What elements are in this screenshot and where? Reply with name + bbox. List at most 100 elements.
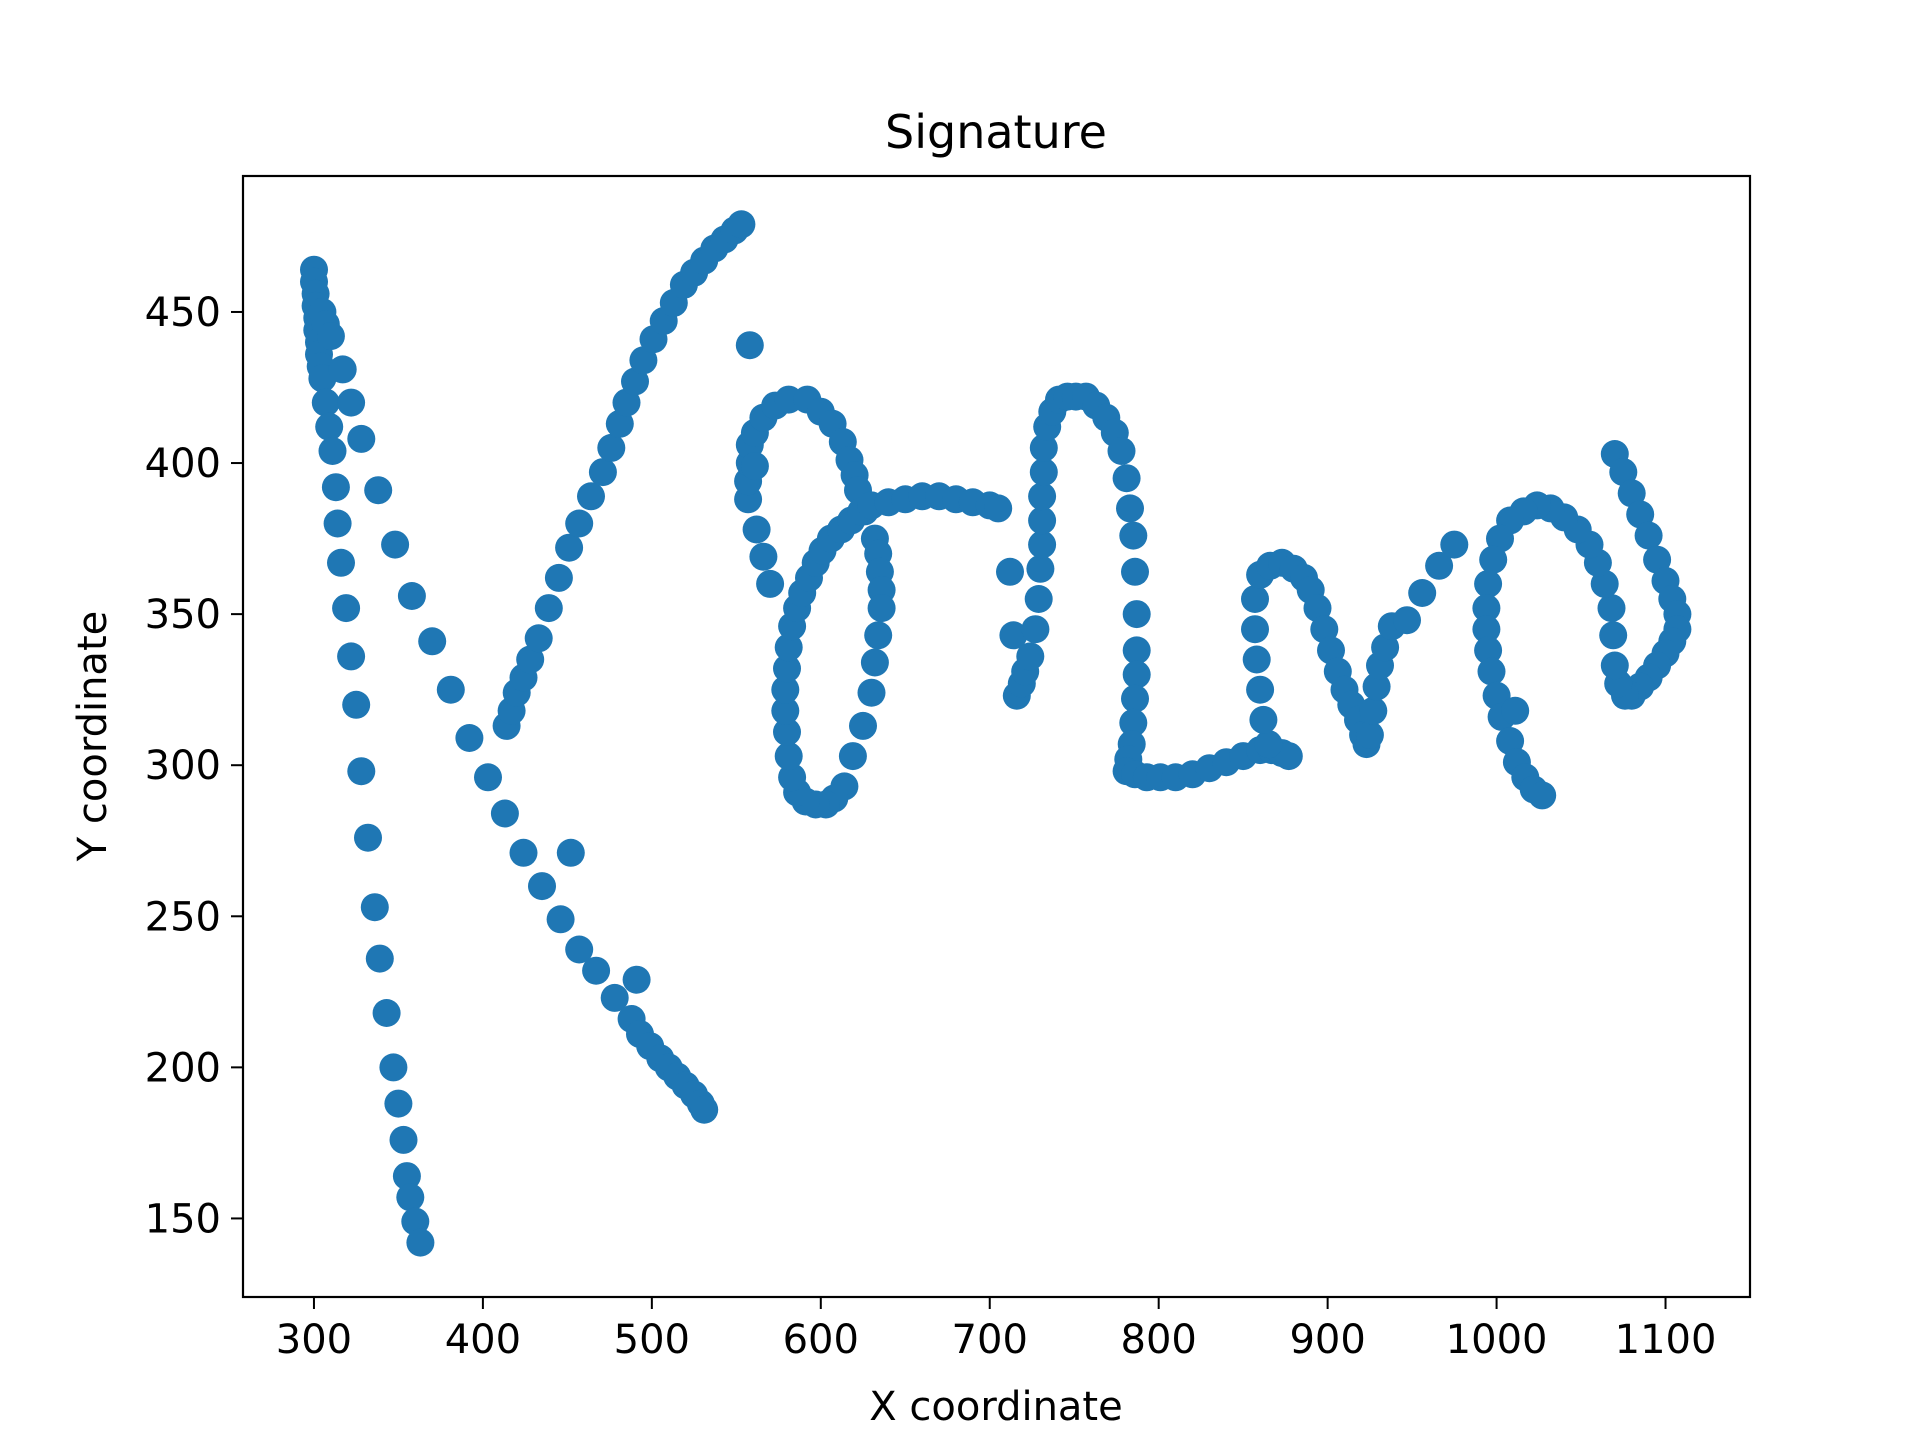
data-point xyxy=(1254,730,1283,759)
data-point xyxy=(337,642,366,671)
y-tick-label: 250 xyxy=(145,894,221,940)
data-point xyxy=(1122,660,1151,689)
data-point xyxy=(555,533,584,562)
data-point xyxy=(365,944,394,973)
data-point xyxy=(318,437,347,465)
y-tick-label: 300 xyxy=(145,743,221,789)
x-axis-ticks: 300 400 500 600 700 800 900 1000 1100 xyxy=(276,1297,1716,1363)
y-tick-label: 200 xyxy=(145,1045,221,1091)
data-point xyxy=(372,999,401,1027)
data-point xyxy=(1121,557,1149,586)
data-point xyxy=(1617,479,1646,508)
data-point xyxy=(774,742,803,771)
x-tick-label: 300 xyxy=(276,1317,352,1363)
data-point xyxy=(1474,636,1503,665)
data-point xyxy=(509,838,538,867)
data-point xyxy=(347,424,376,453)
data-point xyxy=(1600,651,1629,680)
data-point xyxy=(999,621,1028,650)
data-point xyxy=(1119,521,1148,550)
data-point xyxy=(364,476,393,505)
data-point xyxy=(740,452,769,481)
data-point xyxy=(565,509,594,538)
data-point xyxy=(1317,636,1345,665)
data-point xyxy=(360,893,389,922)
data-point xyxy=(528,872,556,901)
data-point xyxy=(1472,615,1501,644)
x-tick-label: 900 xyxy=(1289,1317,1365,1363)
data-point xyxy=(332,594,361,623)
data-point xyxy=(1362,672,1391,701)
x-tick-label: 700 xyxy=(952,1317,1028,1363)
data-point xyxy=(1496,727,1525,755)
data-point xyxy=(490,799,519,828)
data-point xyxy=(321,473,350,502)
data-point xyxy=(1122,636,1151,665)
data-point xyxy=(864,621,893,650)
data-point xyxy=(996,557,1024,586)
data-point xyxy=(337,388,366,417)
data-point xyxy=(455,724,484,752)
data-point xyxy=(867,594,896,623)
data-point xyxy=(1028,482,1057,511)
data-point xyxy=(1029,458,1058,487)
data-point xyxy=(1121,684,1149,713)
data-point xyxy=(600,983,629,1012)
data-point xyxy=(1249,705,1278,734)
data-point xyxy=(857,678,886,707)
data-point xyxy=(1359,696,1388,725)
data-point xyxy=(556,838,585,867)
data-point xyxy=(742,515,771,544)
data-point xyxy=(597,433,626,462)
data-point xyxy=(544,563,573,592)
data-point xyxy=(773,654,801,683)
data-point xyxy=(629,346,658,375)
data-point xyxy=(1241,615,1269,644)
data-point xyxy=(1246,675,1275,704)
data-point xyxy=(1408,579,1437,607)
data-point xyxy=(418,627,447,656)
data-point xyxy=(1310,615,1339,644)
y-tick-label: 400 xyxy=(145,441,221,487)
data-point xyxy=(690,1095,719,1124)
x-tick-label: 400 xyxy=(445,1317,521,1363)
data-point xyxy=(749,542,778,571)
data-point xyxy=(1024,585,1053,613)
data-point xyxy=(565,935,594,964)
chart-title: Signature xyxy=(885,105,1107,159)
data-point xyxy=(582,956,611,985)
data-point xyxy=(392,1162,421,1191)
y-tick-label: 350 xyxy=(145,592,221,638)
data-point xyxy=(1425,551,1454,580)
data-point xyxy=(401,1207,430,1236)
data-point xyxy=(727,210,756,239)
data-point xyxy=(1021,615,1050,644)
x-tick-label: 600 xyxy=(783,1317,859,1363)
data-point xyxy=(577,482,605,511)
data-point xyxy=(622,965,651,994)
x-tick-label: 800 xyxy=(1121,1317,1197,1363)
data-point xyxy=(1016,642,1045,671)
data-point xyxy=(436,675,465,704)
x-tick-label: 500 xyxy=(614,1317,690,1363)
data-point xyxy=(1477,657,1506,686)
data-point xyxy=(838,742,867,771)
data-point xyxy=(546,905,575,934)
y-tick-label: 150 xyxy=(145,1196,221,1242)
data-point xyxy=(1393,606,1421,635)
data-point xyxy=(1643,545,1672,574)
data-point xyxy=(756,569,785,598)
data-point xyxy=(774,633,803,662)
data-point xyxy=(1590,569,1619,598)
data-point xyxy=(778,763,807,792)
data-point xyxy=(771,675,800,704)
data-point xyxy=(1028,530,1057,559)
data-point xyxy=(1119,708,1148,737)
data-point xyxy=(328,355,357,384)
data-point xyxy=(323,509,352,538)
data-point xyxy=(605,409,634,438)
data-point xyxy=(1472,594,1501,623)
data-point xyxy=(316,322,345,351)
data-point xyxy=(311,388,340,417)
